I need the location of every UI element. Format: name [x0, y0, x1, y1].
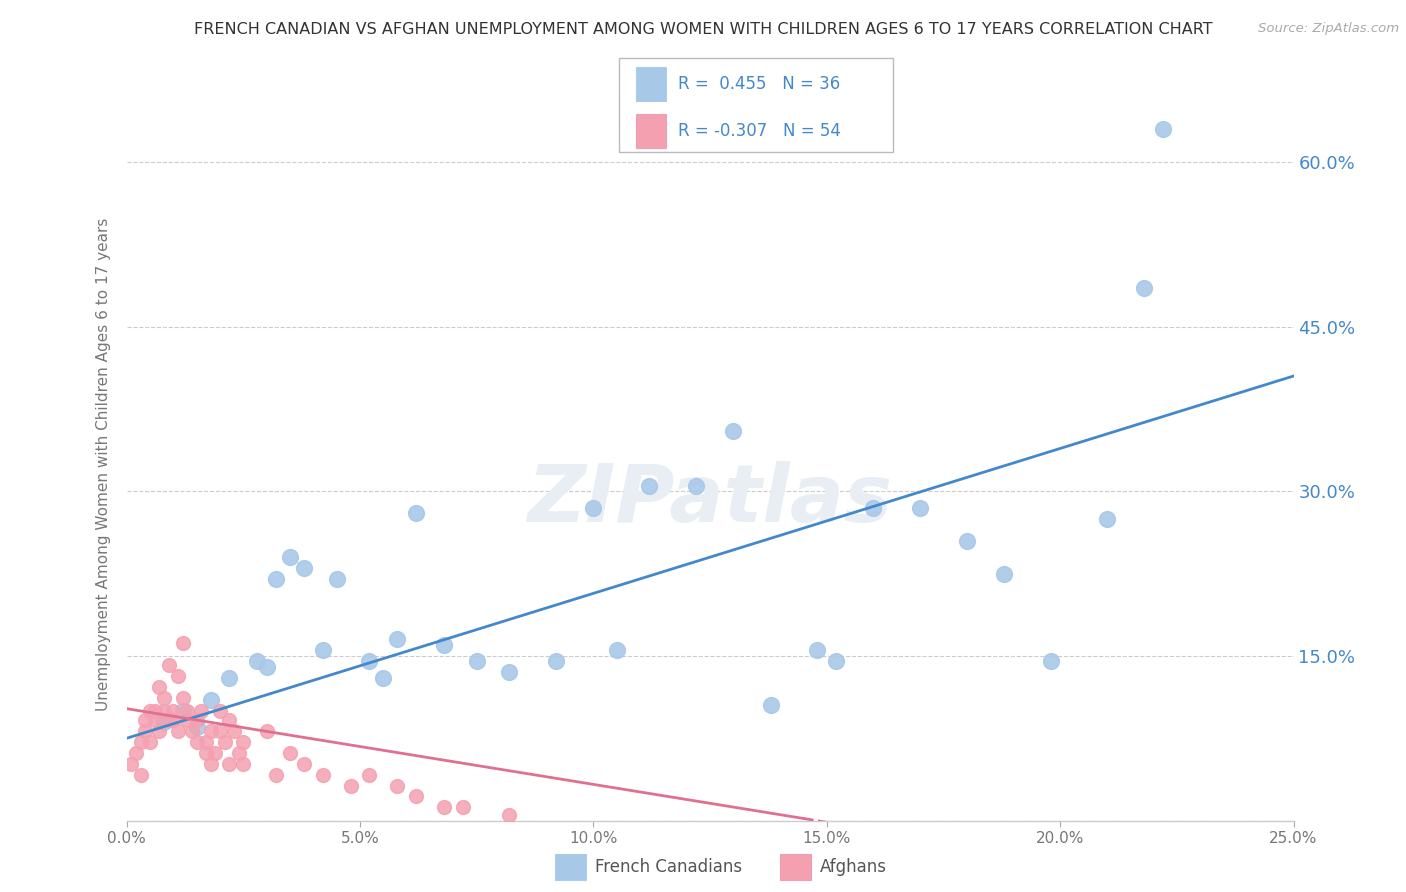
- Point: [908, 500, 931, 515]
- Point: [278, 746, 301, 760]
- Point: [387, 632, 409, 647]
- Point: [325, 572, 347, 586]
- Point: [176, 704, 198, 718]
- Point: [685, 479, 707, 493]
- Point: [162, 704, 184, 718]
- Point: [190, 704, 212, 718]
- Point: [606, 643, 628, 657]
- Point: [582, 500, 605, 515]
- Point: [153, 690, 176, 705]
- Point: [311, 767, 333, 781]
- Point: [200, 723, 222, 738]
- Point: [129, 767, 152, 781]
- Point: [194, 734, 217, 748]
- Point: [498, 665, 520, 680]
- Point: [218, 756, 240, 771]
- Point: [1095, 512, 1118, 526]
- Point: [387, 779, 409, 793]
- Point: [186, 720, 208, 734]
- Point: [339, 779, 361, 793]
- Point: [186, 713, 208, 727]
- Point: [129, 734, 152, 748]
- Point: [134, 713, 156, 727]
- Point: [433, 638, 456, 652]
- Point: [180, 723, 202, 738]
- Point: [862, 500, 884, 515]
- Point: [405, 506, 427, 520]
- Point: [167, 723, 190, 738]
- Point: [359, 655, 381, 669]
- Point: [162, 713, 184, 727]
- Point: [228, 746, 250, 760]
- Point: [246, 655, 269, 669]
- Point: [218, 671, 240, 685]
- Point: [278, 550, 301, 565]
- Point: [232, 734, 254, 748]
- Point: [157, 657, 180, 672]
- Text: R =  0.455   N = 36: R = 0.455 N = 36: [678, 75, 839, 93]
- Point: [148, 723, 170, 738]
- Point: [373, 671, 395, 685]
- Point: [208, 704, 231, 718]
- Point: [208, 723, 231, 738]
- Point: [759, 698, 782, 713]
- Point: [311, 643, 333, 657]
- Point: [1133, 281, 1156, 295]
- Text: R = -0.307   N = 54: R = -0.307 N = 54: [678, 122, 841, 140]
- Point: [167, 669, 190, 683]
- Point: [157, 713, 180, 727]
- Point: [125, 746, 148, 760]
- Text: Source: ZipAtlas.com: Source: ZipAtlas.com: [1258, 22, 1399, 36]
- Point: [451, 800, 474, 814]
- Point: [956, 533, 979, 548]
- Point: [222, 723, 245, 738]
- Point: [544, 655, 567, 669]
- Point: [139, 704, 162, 718]
- Point: [214, 734, 236, 748]
- Point: [359, 767, 381, 781]
- Point: [232, 756, 254, 771]
- Point: [134, 723, 156, 738]
- Point: [218, 713, 240, 727]
- Text: French Canadians: French Canadians: [595, 858, 742, 876]
- Point: [200, 756, 222, 771]
- Text: Afghans: Afghans: [820, 858, 887, 876]
- Point: [498, 808, 520, 822]
- Point: [172, 704, 194, 718]
- Point: [256, 723, 278, 738]
- Point: [1039, 655, 1062, 669]
- Point: [186, 734, 208, 748]
- Point: [292, 561, 315, 575]
- Point: [256, 660, 278, 674]
- Point: [153, 704, 176, 718]
- Point: [405, 789, 427, 804]
- Point: [806, 643, 828, 657]
- Point: [292, 756, 315, 771]
- Point: [465, 655, 488, 669]
- Point: [194, 746, 217, 760]
- Point: [120, 756, 142, 771]
- Point: [172, 690, 194, 705]
- Point: [723, 424, 745, 438]
- Text: ZIPatlas: ZIPatlas: [527, 460, 893, 539]
- Point: [264, 572, 287, 586]
- Point: [139, 734, 162, 748]
- Y-axis label: Unemployment Among Women with Children Ages 6 to 17 years: Unemployment Among Women with Children A…: [96, 217, 111, 711]
- Point: [204, 746, 226, 760]
- Point: [264, 767, 287, 781]
- Point: [176, 713, 198, 727]
- Point: [143, 704, 166, 718]
- Point: [1152, 122, 1174, 136]
- Point: [172, 636, 194, 650]
- Point: [433, 800, 456, 814]
- Text: FRENCH CANADIAN VS AFGHAN UNEMPLOYMENT AMONG WOMEN WITH CHILDREN AGES 6 TO 17 YE: FRENCH CANADIAN VS AFGHAN UNEMPLOYMENT A…: [194, 22, 1212, 37]
- Point: [993, 566, 1015, 581]
- Point: [825, 655, 848, 669]
- Point: [148, 680, 170, 694]
- Point: [638, 479, 661, 493]
- Point: [143, 713, 166, 727]
- Point: [200, 693, 222, 707]
- Point: [153, 714, 176, 729]
